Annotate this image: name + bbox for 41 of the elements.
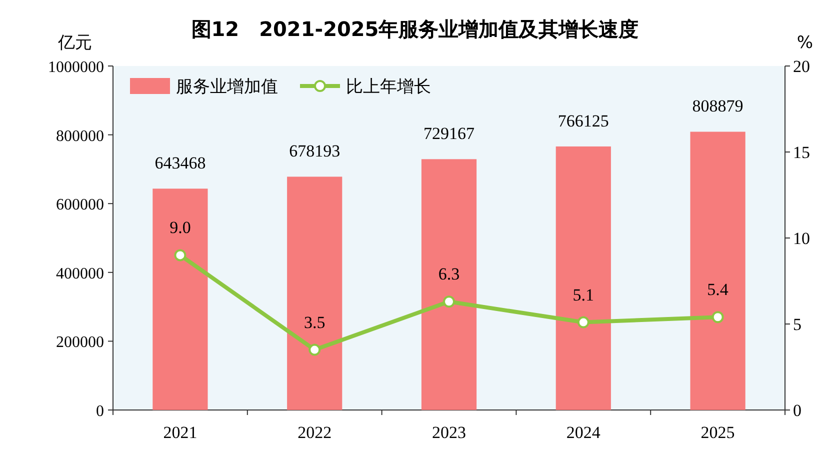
bar bbox=[421, 159, 477, 410]
data-label: 9.0 bbox=[170, 218, 191, 238]
x-tick-label: 2024 bbox=[566, 423, 601, 442]
data-label: 766125 bbox=[558, 111, 609, 130]
bar bbox=[690, 132, 746, 410]
y-tick-label: 1000000 bbox=[48, 59, 104, 76]
data-label: 729167 bbox=[424, 124, 475, 144]
data-label: 5.1 bbox=[572, 285, 594, 304]
x-tick-label: 2025 bbox=[700, 423, 735, 442]
point bbox=[443, 296, 455, 308]
y2-tick-label: 15 bbox=[793, 143, 810, 162]
data-label: 5.4 bbox=[707, 280, 729, 300]
y2-axis-title: % bbox=[796, 33, 814, 53]
chart-title: 图12 2021-2025年服务业增加值及其增长速度 bbox=[191, 17, 639, 41]
data-label: 3.5 bbox=[304, 312, 326, 332]
data-label: 6.3 bbox=[438, 264, 460, 284]
y-tick-label: 200000 bbox=[56, 334, 104, 352]
y-tick-label: 400000 bbox=[56, 265, 104, 282]
y2-tick-label: 10 bbox=[793, 229, 810, 248]
data-label: 643468 bbox=[154, 154, 206, 173]
y-tick-label: 0 bbox=[96, 403, 104, 420]
y2-tick-label: 5 bbox=[793, 315, 802, 334]
legend-label: 比上年增长 bbox=[346, 77, 431, 97]
legend-label: 服务业增加值 bbox=[176, 77, 278, 97]
point bbox=[308, 344, 321, 356]
point bbox=[577, 316, 590, 328]
x-tick-label: 2023 bbox=[432, 423, 466, 442]
point bbox=[174, 249, 186, 262]
y-tick-label: 800000 bbox=[56, 128, 104, 145]
x-tick-label: 2022 bbox=[298, 423, 332, 442]
y-axis-title: 亿元 bbox=[57, 33, 92, 53]
y-tick-label: 600000 bbox=[56, 196, 104, 214]
point bbox=[712, 311, 724, 324]
bar bbox=[287, 176, 342, 410]
y2-tick-label: 0 bbox=[793, 401, 802, 420]
data-label: 678193 bbox=[289, 142, 340, 161]
bar bbox=[556, 146, 611, 410]
x-tick-label: 2021 bbox=[163, 423, 198, 442]
data-label: 808879 bbox=[692, 96, 744, 116]
bar bbox=[152, 188, 208, 410]
y2-tick-label: 20 bbox=[793, 57, 810, 76]
